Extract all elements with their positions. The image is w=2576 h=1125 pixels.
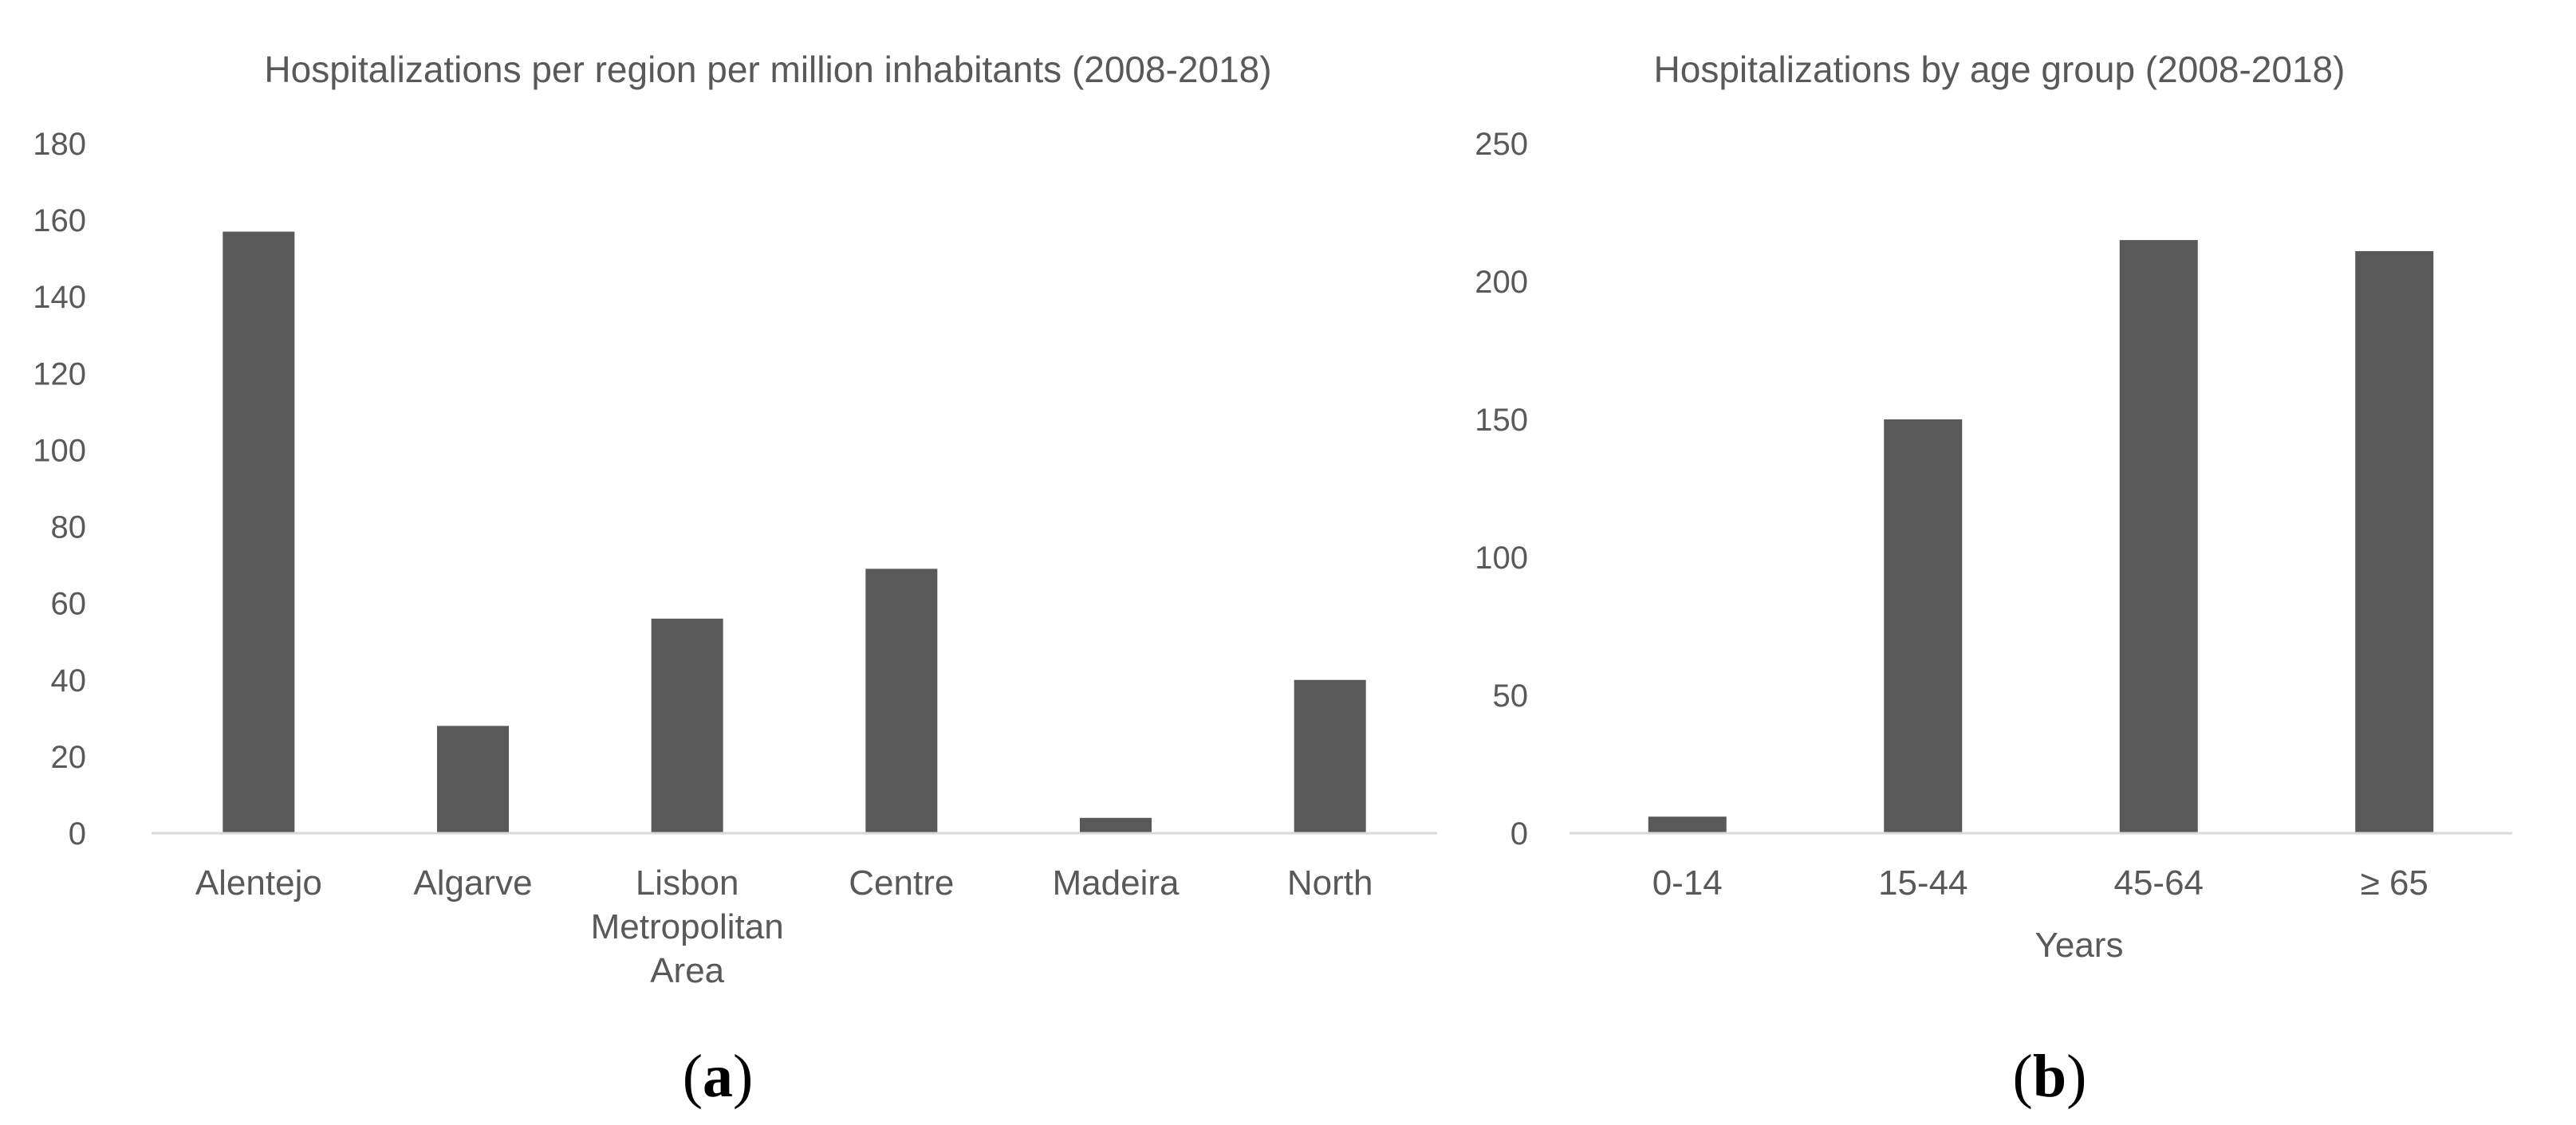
chart-b-panel-label: (b) xyxy=(2013,1043,2087,1110)
y-tick-label: 150 xyxy=(1475,403,1528,438)
y-tick-label: 100 xyxy=(1475,541,1528,576)
chart-b-x-axis-title: Years xyxy=(2035,926,2124,965)
y-tick-label: 160 xyxy=(33,203,86,238)
bar-north xyxy=(1294,679,1366,833)
bar-45-64 xyxy=(2119,240,2198,834)
bar-65 xyxy=(2355,250,2434,833)
y-tick-label: 250 xyxy=(1475,127,1528,162)
chart-b-y-ticks: 0 50 100 150 200 250 xyxy=(1475,127,1528,852)
bar-0-14 xyxy=(1648,816,1727,833)
category-label-line: 15-44 xyxy=(1878,863,1968,903)
bar-madeira xyxy=(1080,817,1152,833)
chart-b-title: Hospitalizations by age group (2008-2018… xyxy=(1654,49,2346,90)
y-tick-label: 0 xyxy=(69,816,86,852)
y-tick-label: 50 xyxy=(1493,679,1529,714)
category-label: Lisbon Metropolitan Area xyxy=(591,863,784,990)
category-label: ≥ 65 xyxy=(2361,863,2428,903)
y-tick-label: 100 xyxy=(33,433,86,468)
chart-b-categories: 0-14 15-44 45-64 ≥ 65 xyxy=(1652,863,2428,903)
chart-a-categories: Alentejo Algarve Lisbon Metropolitan Area Cen… xyxy=(195,863,1373,990)
category-label: 45-64 xyxy=(2113,863,2204,903)
category-label-line: Alentejo xyxy=(195,863,322,903)
chart-age-group-hospitalizations: Hospitalizations by age group (2008-2018… xyxy=(1475,49,2512,1110)
y-tick-label: 180 xyxy=(33,127,86,162)
chart-b-bars xyxy=(1648,240,2434,834)
category-label-line: Algarve xyxy=(413,863,532,903)
chart-a-bars xyxy=(223,231,1366,833)
category-label-line: Lisbon xyxy=(636,863,739,903)
y-tick-label: 80 xyxy=(51,510,87,545)
category-label-line: ≥ 65 xyxy=(2361,863,2428,903)
category-label-line: North xyxy=(1287,863,1373,903)
category-label-line: 45-64 xyxy=(2113,863,2204,903)
bar-algarve xyxy=(437,726,509,833)
category-label: Centre xyxy=(849,863,954,903)
category-label-line: Metropolitan xyxy=(591,907,784,946)
category-label-line: Area xyxy=(650,951,724,990)
category-label: Algarve xyxy=(413,863,532,903)
category-label-line: 0-14 xyxy=(1652,863,1723,903)
category-label-line: Centre xyxy=(849,863,954,903)
y-tick-label: 0 xyxy=(1511,816,1528,852)
bar-15-44 xyxy=(1884,419,1963,833)
bar-alentejo xyxy=(223,231,295,833)
category-label: Alentejo xyxy=(195,863,322,903)
category-label: North xyxy=(1287,863,1373,903)
chart-a-title: Hospitalizations per region per million … xyxy=(264,49,1271,90)
bar-centre xyxy=(865,568,938,833)
bar-lisbon-metropolitan-area xyxy=(651,618,723,833)
chart-region-hospitalizations: Hospitalizations per region per million … xyxy=(33,49,1437,1110)
y-tick-label: 140 xyxy=(33,280,86,315)
y-tick-label: 20 xyxy=(51,740,87,775)
chart-a-y-ticks: 0 20 40 60 80 100 120 140 160 180 xyxy=(33,127,86,852)
category-label: Madeira xyxy=(1053,863,1180,903)
category-label: 0-14 xyxy=(1652,863,1723,903)
y-tick-label: 200 xyxy=(1475,265,1528,300)
y-tick-label: 60 xyxy=(51,587,87,622)
y-tick-label: 40 xyxy=(51,663,87,698)
category-label: 15-44 xyxy=(1878,863,1968,903)
chart-a-panel-label: (a) xyxy=(683,1043,754,1110)
category-label-line: Madeira xyxy=(1053,863,1180,903)
y-tick-label: 120 xyxy=(33,356,86,391)
